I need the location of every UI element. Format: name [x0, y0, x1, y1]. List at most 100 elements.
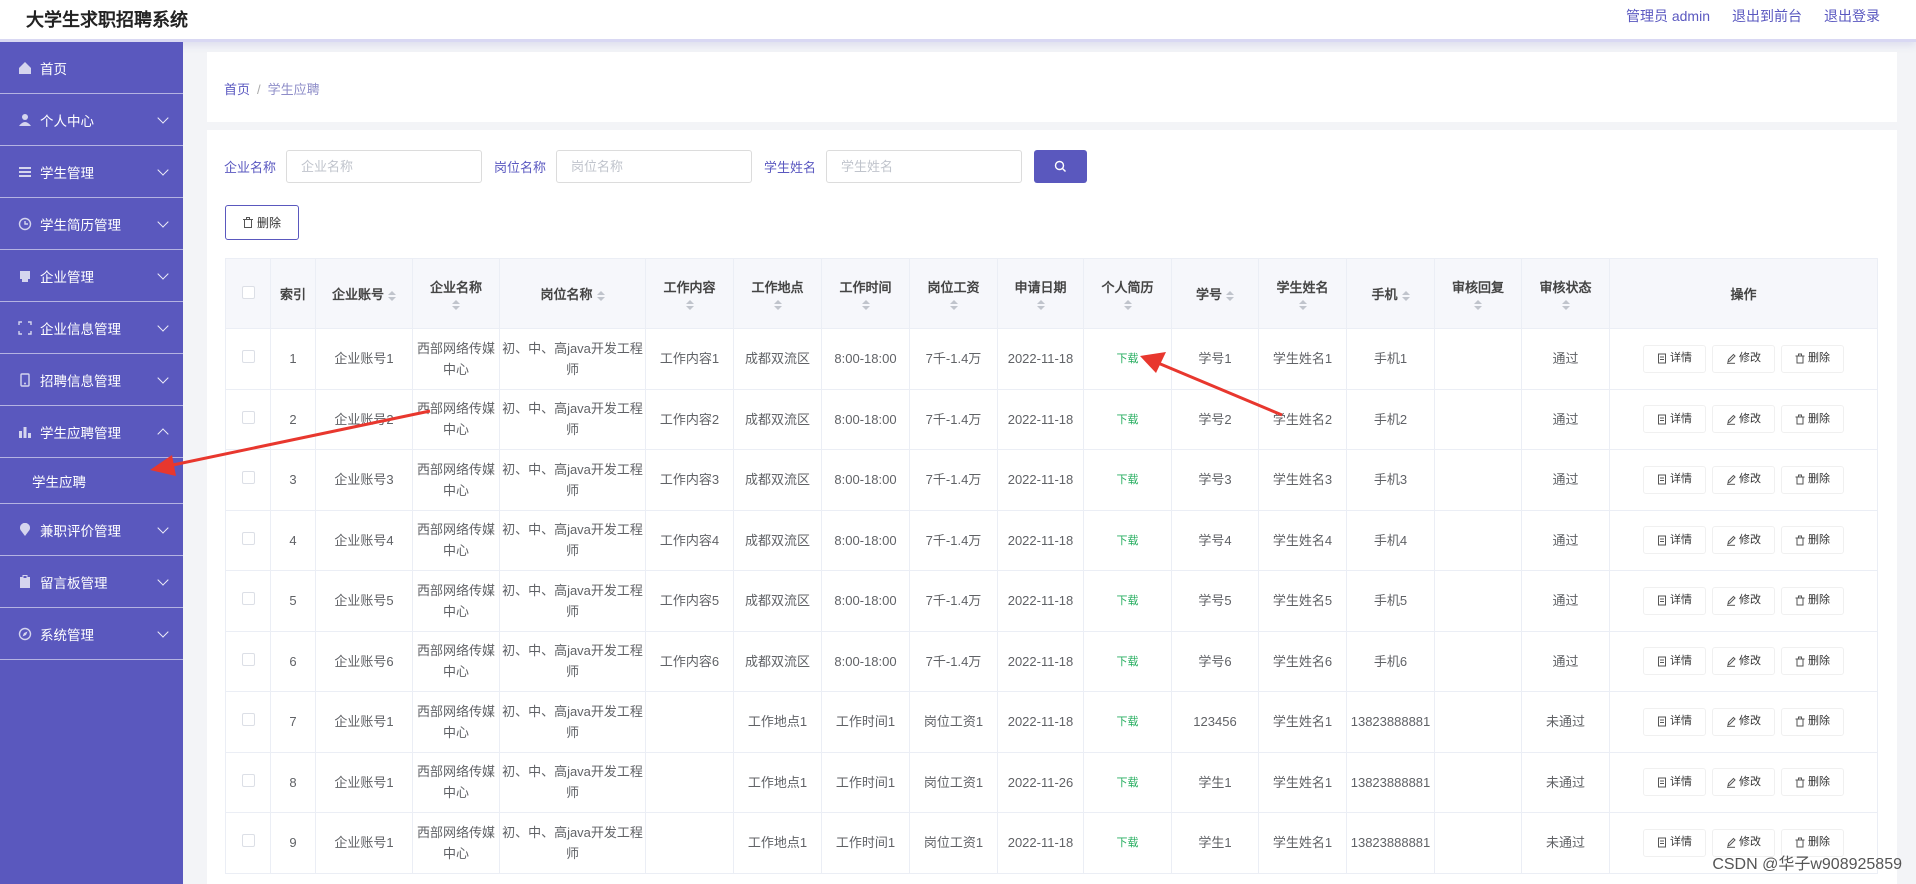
front-link[interactable]: 退出到前台 [1732, 8, 1802, 24]
sidebar-item-8[interactable]: 兼职评价管理 [0, 504, 183, 556]
column-header[interactable]: 企业账号 [315, 258, 413, 329]
resume-download-link[interactable]: 下载 [1116, 534, 1139, 547]
search-button[interactable] [1034, 150, 1088, 183]
view-button[interactable]: 详情 [1643, 768, 1706, 797]
edit-button[interactable]: 修改 [1712, 707, 1775, 736]
column-header[interactable]: 个人简历 [1083, 258, 1172, 329]
column-header[interactable]: 岗位名称 [499, 258, 646, 329]
column-header[interactable]: 审核状态 [1521, 258, 1610, 329]
sort-icon[interactable] [1036, 300, 1045, 310]
delete-button[interactable]: 删除 [1781, 586, 1844, 615]
company-search-input[interactable] [286, 150, 483, 183]
cell-reply [1434, 388, 1522, 450]
sort-icon[interactable] [596, 290, 605, 301]
delete-button[interactable]: 删除 [1781, 647, 1844, 676]
view-button[interactable]: 详情 [1643, 586, 1706, 615]
view-button[interactable]: 详情 [1643, 828, 1706, 857]
delete-button[interactable]: 删除 [1781, 344, 1844, 373]
sidebar-subitem-applications[interactable]: 学生应聘 [0, 458, 183, 504]
delete-button[interactable]: 删除 [1781, 465, 1844, 494]
delete-button[interactable]: 删除 [1781, 707, 1844, 736]
row-checkbox[interactable] [241, 652, 255, 666]
view-button[interactable]: 详情 [1643, 707, 1706, 736]
resume-download-link[interactable]: 下载 [1116, 474, 1139, 487]
sidebar-item-5[interactable]: 企业信息管理 [0, 302, 183, 354]
edit-button[interactable]: 修改 [1712, 586, 1775, 615]
view-button[interactable]: 详情 [1643, 526, 1706, 555]
column-header[interactable]: 岗位工资 [909, 258, 998, 329]
sort-icon[interactable] [1123, 300, 1132, 310]
resume-download-link[interactable]: 下载 [1116, 353, 1139, 366]
sort-icon[interactable] [685, 300, 694, 310]
delete-button[interactable]: 删除 [1781, 768, 1844, 797]
sort-icon[interactable] [1401, 290, 1410, 301]
resume-download-link[interactable]: 下载 [1116, 655, 1139, 668]
column-header[interactable]: 工作地点 [733, 258, 822, 329]
resume-download-link[interactable]: 下载 [1116, 716, 1139, 729]
sidebar-item-9[interactable]: 留言板管理 [0, 556, 183, 608]
edit-button[interactable]: 修改 [1712, 344, 1775, 373]
column-header[interactable]: 学号 [1171, 258, 1259, 329]
sort-icon[interactable] [773, 300, 782, 310]
row-checkbox[interactable] [241, 471, 255, 485]
resume-download-link[interactable]: 下载 [1116, 776, 1139, 789]
column-header[interactable]: 工作时间 [821, 258, 910, 329]
edit-button[interactable]: 修改 [1712, 405, 1775, 434]
edit-button[interactable]: 修改 [1712, 465, 1775, 494]
cell-time: 8:00-18:00 [821, 509, 910, 571]
job-search-input[interactable] [556, 150, 753, 183]
row-checkbox[interactable] [241, 713, 255, 727]
sidebar-item-2[interactable]: 学生管理 [0, 146, 183, 198]
trash-icon [1795, 716, 1805, 727]
row-checkbox[interactable] [241, 350, 255, 364]
sort-icon[interactable] [1561, 300, 1570, 310]
column-header[interactable]: 企业名称 [412, 258, 500, 329]
delete-button[interactable]: 删除 [1781, 526, 1844, 555]
view-button[interactable]: 详情 [1643, 405, 1706, 434]
column-header[interactable]: 申请日期 [997, 258, 1084, 329]
logout-link[interactable]: 退出登录 [1824, 8, 1880, 24]
view-button[interactable]: 详情 [1643, 647, 1706, 676]
breadcrumb-home[interactable]: 首页 [224, 82, 251, 97]
delete-button[interactable]: 删除 [1781, 405, 1844, 434]
column-header[interactable]: 审核回复 [1434, 258, 1522, 329]
admin-user-link[interactable]: 管理员 admin [1625, 8, 1710, 24]
resume-download-link[interactable]: 下载 [1116, 837, 1139, 850]
edit-button[interactable]: 修改 [1712, 768, 1775, 797]
column-header[interactable]: 手机 [1346, 258, 1435, 329]
row-checkbox[interactable] [241, 592, 255, 606]
edit-button[interactable]: 修改 [1712, 828, 1775, 857]
view-button[interactable]: 详情 [1643, 344, 1706, 373]
sidebar-item-3[interactable]: 学生简历管理 [0, 198, 183, 250]
edit-button[interactable]: 修改 [1712, 526, 1775, 555]
edit-button[interactable]: 修改 [1712, 647, 1775, 676]
sort-icon[interactable] [1474, 300, 1482, 310]
column-header[interactable]: 学生姓名 [1258, 258, 1347, 329]
resume-download-link[interactable]: 下载 [1116, 595, 1139, 608]
sort-icon[interactable] [1226, 290, 1234, 301]
row-checkbox[interactable] [241, 773, 255, 787]
view-button[interactable]: 详情 [1643, 465, 1706, 494]
row-checkbox[interactable] [241, 834, 255, 848]
sidebar-item-6[interactable]: 招聘信息管理 [0, 354, 183, 406]
batch-delete-button[interactable]: 删除 [225, 205, 299, 240]
row-checkbox[interactable] [241, 531, 255, 545]
sort-icon[interactable] [861, 300, 870, 310]
sidebar-item-10[interactable]: 系统管理 [0, 608, 183, 660]
student-search-input[interactable] [826, 150, 1023, 183]
select-all-checkbox[interactable] [241, 285, 255, 299]
column-header[interactable]: 工作内容 [645, 258, 734, 329]
sidebar-item-0[interactable]: 首页 [0, 42, 183, 94]
sort-icon[interactable] [388, 290, 396, 301]
row-checkbox[interactable] [241, 410, 255, 424]
sort-icon[interactable] [1298, 300, 1307, 310]
sort-icon[interactable] [949, 300, 958, 310]
sidebar-item-1[interactable]: 个人中心 [0, 94, 183, 146]
sidebar-item-7[interactable]: 学生应聘管理 [0, 406, 183, 458]
delete-button[interactable]: 删除 [1781, 828, 1844, 857]
sort-icon[interactable] [452, 300, 460, 310]
sidebar-item-4[interactable]: 企业管理 [0, 250, 183, 302]
table-row: 8 企业账号1 西部网络传媒中心 初、中、高java开发工程师 工作地点1 工作时间1 岗位… [225, 751, 1878, 813]
search-row: 企业名称 岗位名称 学生姓名 [224, 150, 1088, 183]
resume-download-link[interactable]: 下载 [1116, 413, 1139, 426]
